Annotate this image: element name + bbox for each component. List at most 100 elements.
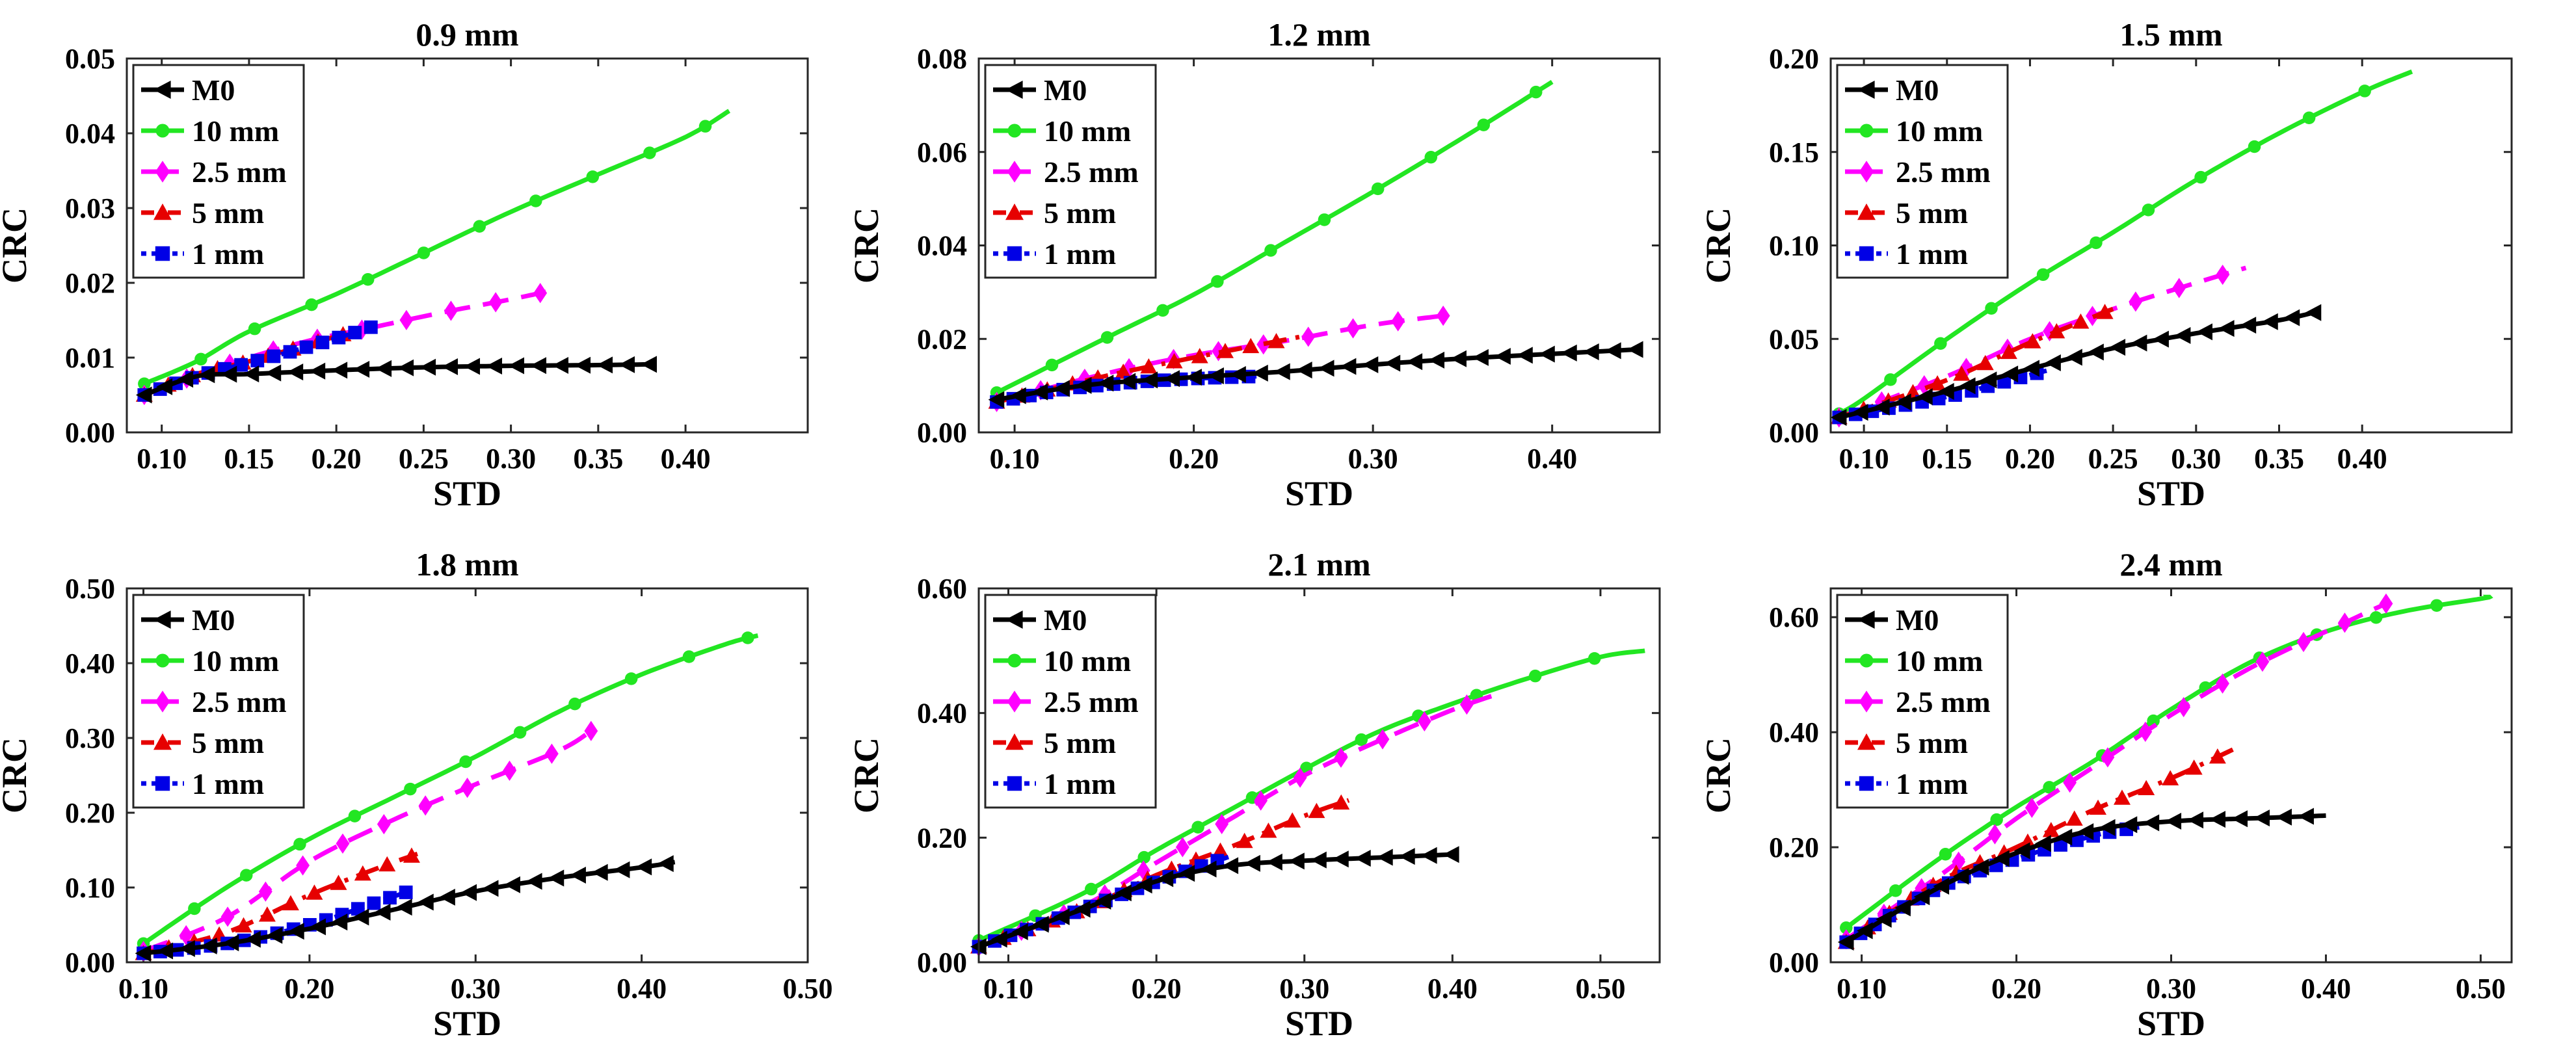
y-tick-label: 0.02 bbox=[65, 267, 115, 299]
data-point-marker bbox=[419, 358, 436, 376]
data-point-marker bbox=[1310, 851, 1327, 869]
data-point-marker bbox=[1097, 375, 1114, 392]
series-line bbox=[143, 860, 676, 956]
x-axis-label: STD bbox=[2137, 474, 2205, 513]
data-point-marker bbox=[367, 896, 381, 910]
data-point-marker bbox=[2262, 313, 2278, 330]
data-point-marker bbox=[1288, 852, 1305, 870]
data-point-marker bbox=[473, 220, 486, 233]
data-point-marker bbox=[2113, 789, 2131, 805]
data-point-marker bbox=[2358, 85, 2371, 98]
series-10-mm bbox=[990, 79, 1554, 399]
data-point-marker bbox=[404, 782, 417, 796]
data-point-marker bbox=[2066, 348, 2082, 366]
data-point-marker bbox=[282, 895, 299, 911]
legend-label: 10 mm bbox=[1044, 114, 1131, 148]
data-point-marker bbox=[2255, 651, 2270, 672]
y-tick-label: 0.40 bbox=[1769, 717, 1819, 748]
legend-label: 10 mm bbox=[1044, 644, 1131, 677]
data-point-marker bbox=[2253, 809, 2270, 827]
data-point-marker bbox=[198, 366, 215, 384]
data-point-marker bbox=[1952, 867, 1969, 885]
data-point-marker bbox=[641, 356, 657, 373]
y-tick-label: 0.15 bbox=[1769, 137, 1819, 168]
data-point-marker bbox=[1988, 824, 2002, 845]
legend-marker bbox=[155, 124, 170, 138]
data-point-marker bbox=[533, 283, 548, 304]
y-tick-label: 0.20 bbox=[1769, 43, 1819, 75]
data-point-marker bbox=[460, 778, 474, 798]
data-point-marker bbox=[156, 378, 173, 395]
data-point-marker bbox=[682, 650, 696, 663]
legend-marker bbox=[1857, 204, 1876, 220]
data-point-marker bbox=[1346, 318, 1360, 339]
x-tick-label: 0.30 bbox=[1348, 443, 1398, 475]
legend-item: M0 bbox=[993, 73, 1087, 107]
data-point-marker bbox=[1450, 350, 1467, 367]
data-point-marker bbox=[258, 881, 272, 902]
data-point-marker bbox=[504, 876, 521, 893]
data-point-marker bbox=[1375, 729, 1390, 750]
legend-label: 1 mm bbox=[1044, 767, 1116, 800]
legend-item: 10 mm bbox=[141, 644, 279, 677]
data-point-marker bbox=[1588, 651, 1601, 665]
y-tick-label: 0.05 bbox=[65, 43, 115, 75]
data-point-marker bbox=[1274, 363, 1290, 380]
x-tick-label: 0.40 bbox=[1527, 443, 1577, 475]
data-point-marker bbox=[990, 930, 1007, 948]
data-point-marker bbox=[1119, 373, 1136, 390]
data-point-marker bbox=[2019, 833, 2036, 849]
data-point-marker bbox=[1054, 380, 1070, 397]
data-point-marker bbox=[2072, 313, 2090, 329]
y-tick-label: 0.50 bbox=[65, 573, 115, 605]
legend-marker bbox=[155, 690, 170, 713]
data-point-marker bbox=[1894, 393, 1911, 411]
data-point-marker bbox=[399, 886, 413, 899]
series-M0 bbox=[970, 846, 1459, 956]
data-point-marker bbox=[1517, 347, 1533, 364]
x-tick-label: 0.50 bbox=[2456, 973, 2506, 1005]
legend-item: M0 bbox=[1845, 603, 1939, 637]
data-point-marker bbox=[530, 357, 547, 375]
data-point-marker bbox=[1406, 353, 1423, 371]
data-point-marker bbox=[2024, 333, 2041, 348]
data-point-marker bbox=[488, 292, 503, 313]
data-point-marker bbox=[1539, 345, 1555, 363]
data-point-marker bbox=[250, 354, 265, 368]
data-point-marker bbox=[2216, 673, 2229, 694]
data-point-marker bbox=[179, 940, 195, 957]
legend-label: 2.5 mm bbox=[1896, 155, 1991, 189]
legend-item: 5 mm bbox=[141, 726, 264, 759]
y-tick-label: 0.05 bbox=[1769, 323, 1819, 355]
data-point-marker bbox=[1178, 865, 1195, 882]
legend-marker bbox=[155, 776, 170, 791]
legend-item: 10 mm bbox=[1845, 114, 1983, 148]
data-point-marker bbox=[235, 917, 252, 933]
data-point-marker bbox=[417, 246, 431, 259]
data-point-marker bbox=[364, 320, 378, 334]
data-point-marker bbox=[1100, 331, 1114, 344]
y-tick-label: 0.00 bbox=[917, 417, 967, 449]
data-point-marker bbox=[1236, 832, 1253, 848]
data-point-marker bbox=[444, 300, 458, 321]
data-point-marker bbox=[1993, 850, 2010, 867]
series-line bbox=[1844, 747, 2235, 944]
x-tick-label: 0.20 bbox=[1169, 443, 1219, 475]
data-point-marker bbox=[1256, 334, 1271, 355]
legend-marker bbox=[1007, 690, 1022, 713]
data-point-marker bbox=[2065, 810, 2083, 826]
data-point-marker bbox=[1340, 358, 1357, 375]
series-line bbox=[977, 692, 1498, 949]
data-point-marker bbox=[2430, 599, 2443, 612]
x-tick-label: 0.10 bbox=[118, 973, 168, 1005]
data-point-marker bbox=[135, 945, 152, 962]
legend-marker bbox=[1007, 776, 1022, 791]
data-point-marker bbox=[1529, 85, 1543, 99]
x-axis-label: STD bbox=[433, 474, 501, 513]
data-point-marker bbox=[643, 146, 656, 159]
data-point-marker bbox=[239, 869, 253, 882]
y-axis-label: CRC bbox=[0, 737, 34, 813]
chart-title: 1.2 mm bbox=[1268, 16, 1370, 53]
data-point-marker bbox=[1215, 813, 1229, 835]
data-point-marker bbox=[1157, 870, 1174, 888]
